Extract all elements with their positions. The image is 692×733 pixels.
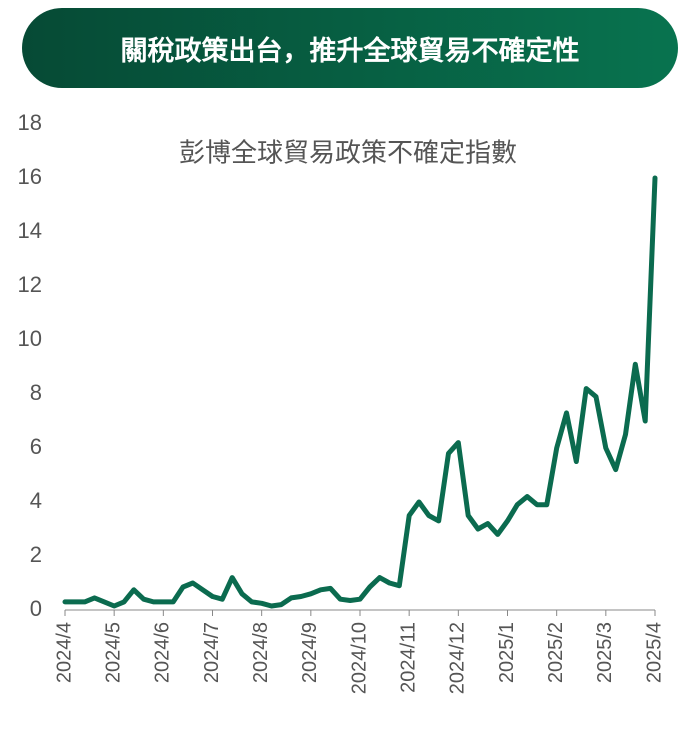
y-tick-label: 18 [18,110,42,135]
x-tick-label: 2024/7 [201,622,223,683]
x-tick-label: 2024/10 [348,622,370,694]
x-tick-label: 2025/2 [545,622,567,683]
x-tick-label: 2025/3 [594,622,616,683]
y-tick-label: 8 [30,380,42,405]
y-tick-label: 0 [30,596,42,621]
x-tick-label: 2024/4 [53,622,75,683]
x-tick-label: 2024/12 [447,622,469,694]
y-tick-label: 4 [30,488,42,513]
x-tick-label: 2024/11 [397,622,419,693]
x-tick-label: 2025/4 [643,622,665,683]
x-tick-label: 2024/9 [299,622,321,683]
y-tick-label: 14 [18,218,42,243]
y-tick-label: 2 [30,542,42,567]
x-tick-label: 2025/1 [496,622,518,683]
y-tick-label: 12 [18,272,42,297]
header-title: 關稅政策出台，推升全球貿易不確定性 [22,8,678,88]
y-tick-label: 6 [30,434,42,459]
x-tick-label: 2024/8 [250,622,272,683]
y-tick-label: 10 [18,326,42,351]
x-tick-label: 2024/5 [102,622,124,683]
y-tick-label: 16 [18,164,42,189]
line-series [62,175,658,609]
x-tick-label: 2024/6 [152,622,174,683]
chart-title: 彭博全球貿易政策不確定指數 [179,139,517,169]
